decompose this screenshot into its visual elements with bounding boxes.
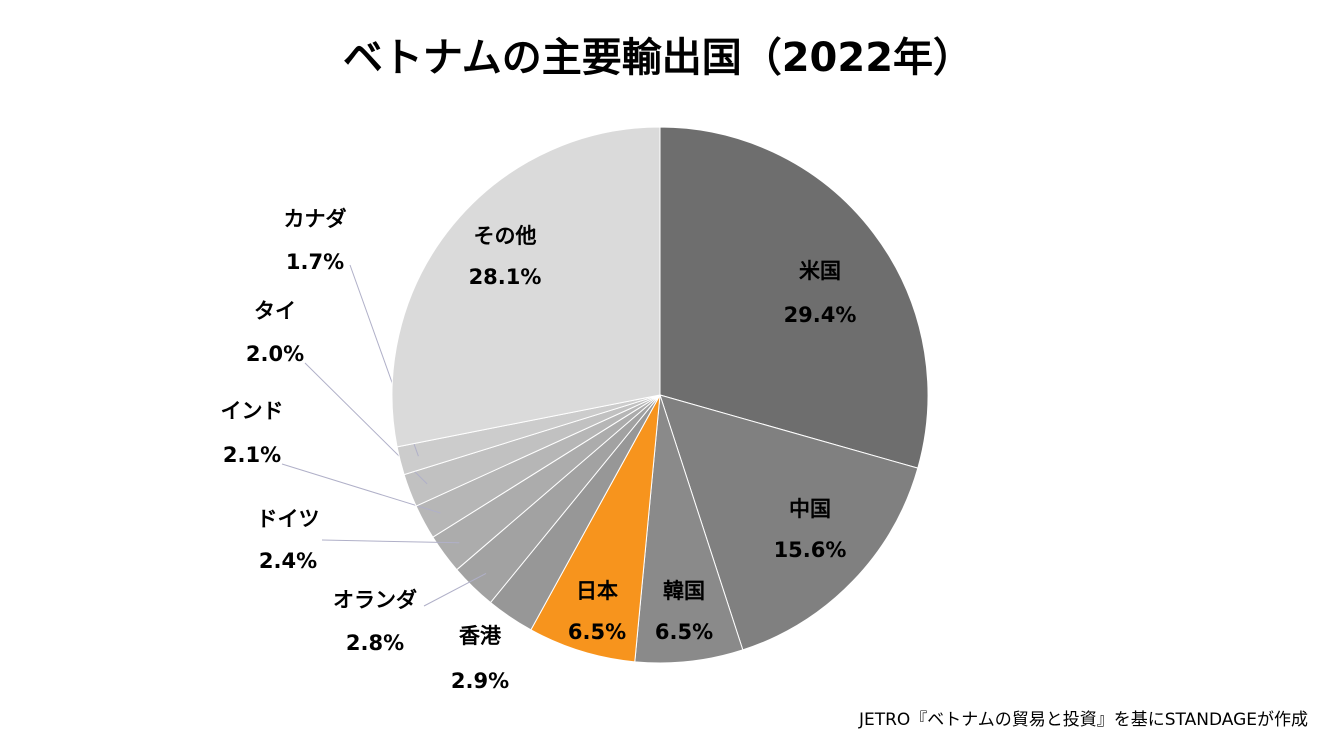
leader-line xyxy=(321,539,460,544)
pie-slice xyxy=(530,394,661,663)
value-label: 6.5% xyxy=(655,620,713,644)
value-label: 2.1% xyxy=(223,443,281,467)
slice-label: その他 xyxy=(474,224,537,248)
value-label: 29.4% xyxy=(784,303,857,327)
slice-label: ドイツ xyxy=(257,507,320,531)
value-label: 1.7% xyxy=(286,250,344,274)
slice-label: 香港 xyxy=(459,624,502,648)
slice-label: 日本 xyxy=(576,579,618,603)
pie-slice xyxy=(634,394,744,664)
source-note: JETRO『ベトナムの貿易と投資』を基にSTANDAGEが作成 xyxy=(858,710,1308,730)
slice-label: インド xyxy=(221,399,284,423)
slice-label: 韓国 xyxy=(663,579,705,603)
value-label: 2.4% xyxy=(259,549,317,573)
slice-label: タイ xyxy=(254,299,296,323)
slice-label: オランダ xyxy=(333,588,417,612)
leader-line xyxy=(423,572,487,607)
pie-slice xyxy=(659,126,929,469)
leader-line xyxy=(281,463,441,514)
value-label: 2.0% xyxy=(246,342,304,366)
slice-label: 中国 xyxy=(789,497,831,521)
pie-slice xyxy=(391,126,661,448)
slice-label: カナダ xyxy=(284,207,347,231)
value-label: 6.5% xyxy=(568,620,626,644)
chart-title: ベトナムの主要輸出国（2022年） xyxy=(343,35,973,81)
value-label: 15.6% xyxy=(774,538,847,562)
value-label: 28.1% xyxy=(469,265,542,289)
slice-label: 米国 xyxy=(799,259,841,283)
pie-slice xyxy=(659,394,919,651)
value-label: 2.9% xyxy=(451,669,509,693)
value-label: 2.8% xyxy=(346,631,404,655)
